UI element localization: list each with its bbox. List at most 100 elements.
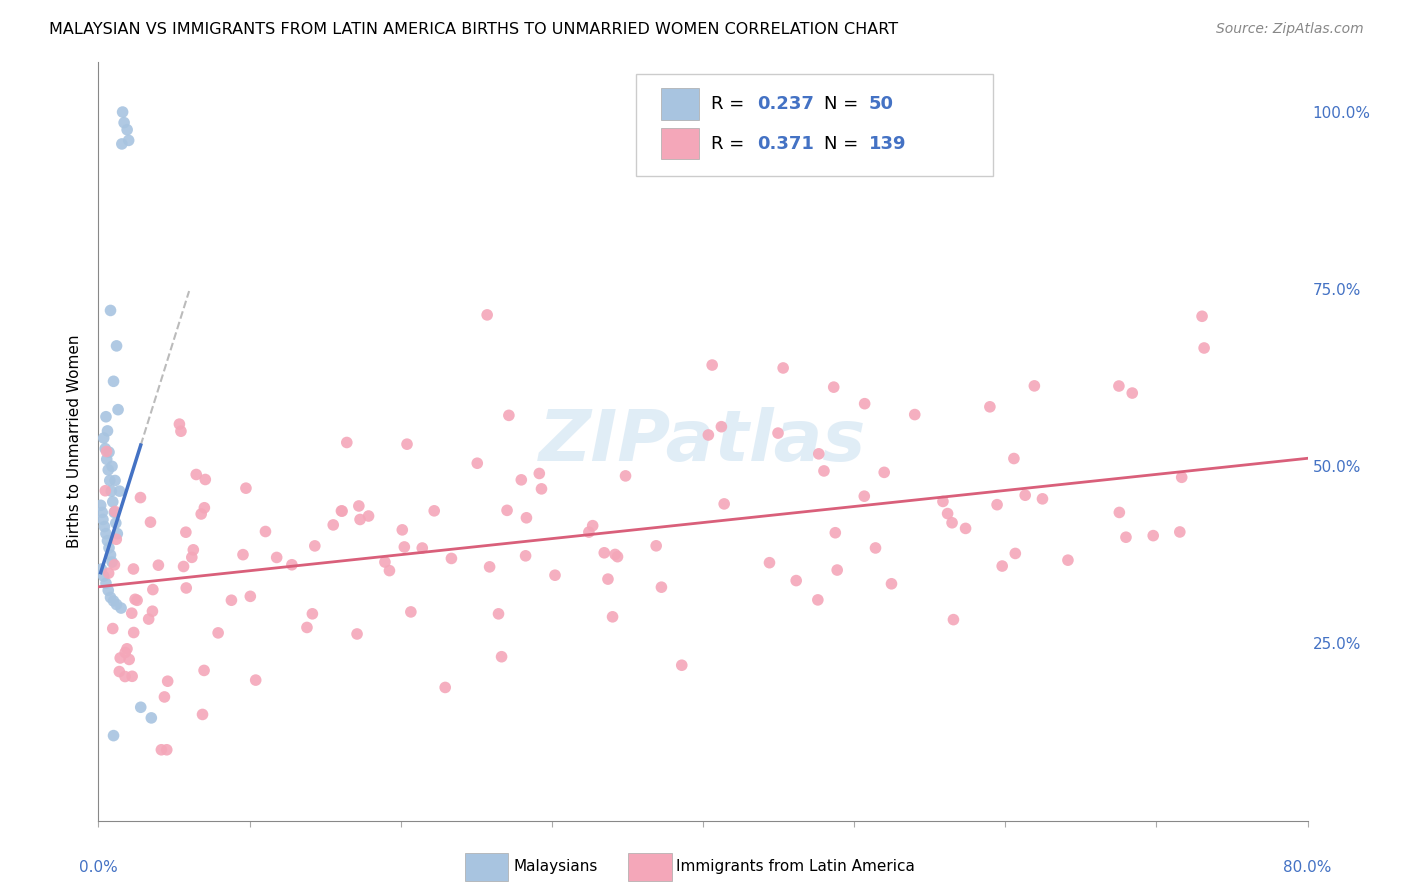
Point xyxy=(114,669,136,683)
Point xyxy=(103,374,125,388)
Point xyxy=(104,474,127,488)
Point xyxy=(115,122,138,136)
Point xyxy=(97,583,120,598)
Point xyxy=(174,525,197,540)
Point xyxy=(181,542,204,557)
Point xyxy=(1002,451,1025,466)
Point xyxy=(173,559,195,574)
Point xyxy=(194,473,217,487)
Point xyxy=(702,358,724,372)
Point xyxy=(904,408,927,422)
Point xyxy=(1057,553,1080,567)
Point xyxy=(98,474,121,488)
Point xyxy=(138,612,160,626)
Text: 0.371: 0.371 xyxy=(758,135,814,153)
Point xyxy=(955,521,977,535)
Point xyxy=(193,664,215,678)
Text: Immigrants from Latin America: Immigrants from Latin America xyxy=(676,859,915,874)
Point xyxy=(645,539,668,553)
Point xyxy=(232,548,254,562)
Point xyxy=(110,601,132,615)
Point xyxy=(510,473,533,487)
Point xyxy=(606,549,628,564)
Point xyxy=(336,435,359,450)
Point xyxy=(180,550,202,565)
Point xyxy=(785,574,807,588)
FancyBboxPatch shape xyxy=(637,74,993,177)
Point xyxy=(141,604,163,618)
Point xyxy=(91,512,114,526)
Point xyxy=(1014,488,1036,502)
Point xyxy=(491,649,513,664)
Point xyxy=(104,516,127,530)
Point xyxy=(650,580,672,594)
Point xyxy=(515,549,537,563)
Point xyxy=(932,494,955,508)
Point xyxy=(979,400,1001,414)
Point xyxy=(105,339,128,353)
Point xyxy=(90,562,112,576)
Point xyxy=(772,361,794,376)
Point xyxy=(94,576,117,591)
Point xyxy=(1192,341,1215,355)
Point xyxy=(207,625,229,640)
Text: 80.0%: 80.0% xyxy=(1284,860,1331,874)
Point xyxy=(96,424,118,438)
Point xyxy=(1121,386,1143,401)
Text: ZIPatlas: ZIPatlas xyxy=(540,407,866,476)
Point xyxy=(603,548,626,562)
Point xyxy=(1004,546,1026,560)
Point xyxy=(103,505,125,519)
Point xyxy=(90,498,112,512)
Point xyxy=(295,620,318,634)
Point xyxy=(111,136,134,151)
FancyBboxPatch shape xyxy=(465,854,509,880)
Point xyxy=(127,593,149,607)
Point xyxy=(156,743,179,757)
Point xyxy=(423,504,446,518)
Point xyxy=(142,582,165,597)
Point xyxy=(153,690,176,704)
Text: R =: R = xyxy=(711,135,751,153)
Point xyxy=(108,665,131,679)
Point xyxy=(823,380,845,394)
Point xyxy=(766,426,789,441)
Point xyxy=(111,105,134,120)
Point xyxy=(121,669,143,683)
Point xyxy=(105,526,128,541)
Point xyxy=(394,540,416,554)
Point xyxy=(813,464,835,478)
Point xyxy=(108,651,131,665)
FancyBboxPatch shape xyxy=(628,854,672,880)
Point xyxy=(865,541,887,555)
Text: R =: R = xyxy=(711,95,751,113)
Point xyxy=(602,609,624,624)
Point xyxy=(349,512,371,526)
FancyBboxPatch shape xyxy=(661,128,699,160)
Point xyxy=(122,625,145,640)
Point xyxy=(254,524,277,539)
Point xyxy=(124,592,146,607)
FancyBboxPatch shape xyxy=(661,88,699,120)
Text: 0.237: 0.237 xyxy=(758,95,814,113)
Point xyxy=(170,424,193,438)
Text: Malaysians: Malaysians xyxy=(513,859,598,874)
Point xyxy=(239,590,262,604)
Point xyxy=(1170,470,1192,484)
Point xyxy=(578,524,600,539)
Point xyxy=(129,700,152,714)
Point xyxy=(94,526,117,541)
Point xyxy=(880,576,903,591)
Point xyxy=(93,569,115,583)
Point xyxy=(374,555,396,569)
Point xyxy=(115,641,138,656)
Point xyxy=(1108,379,1130,393)
Point xyxy=(440,551,463,566)
Point xyxy=(330,504,353,518)
Point xyxy=(101,555,124,569)
Point xyxy=(582,518,605,533)
Point xyxy=(593,546,616,560)
Y-axis label: Births to Unmarried Women: Births to Unmarried Women xyxy=(66,334,82,549)
Point xyxy=(141,711,163,725)
Point xyxy=(169,417,191,431)
